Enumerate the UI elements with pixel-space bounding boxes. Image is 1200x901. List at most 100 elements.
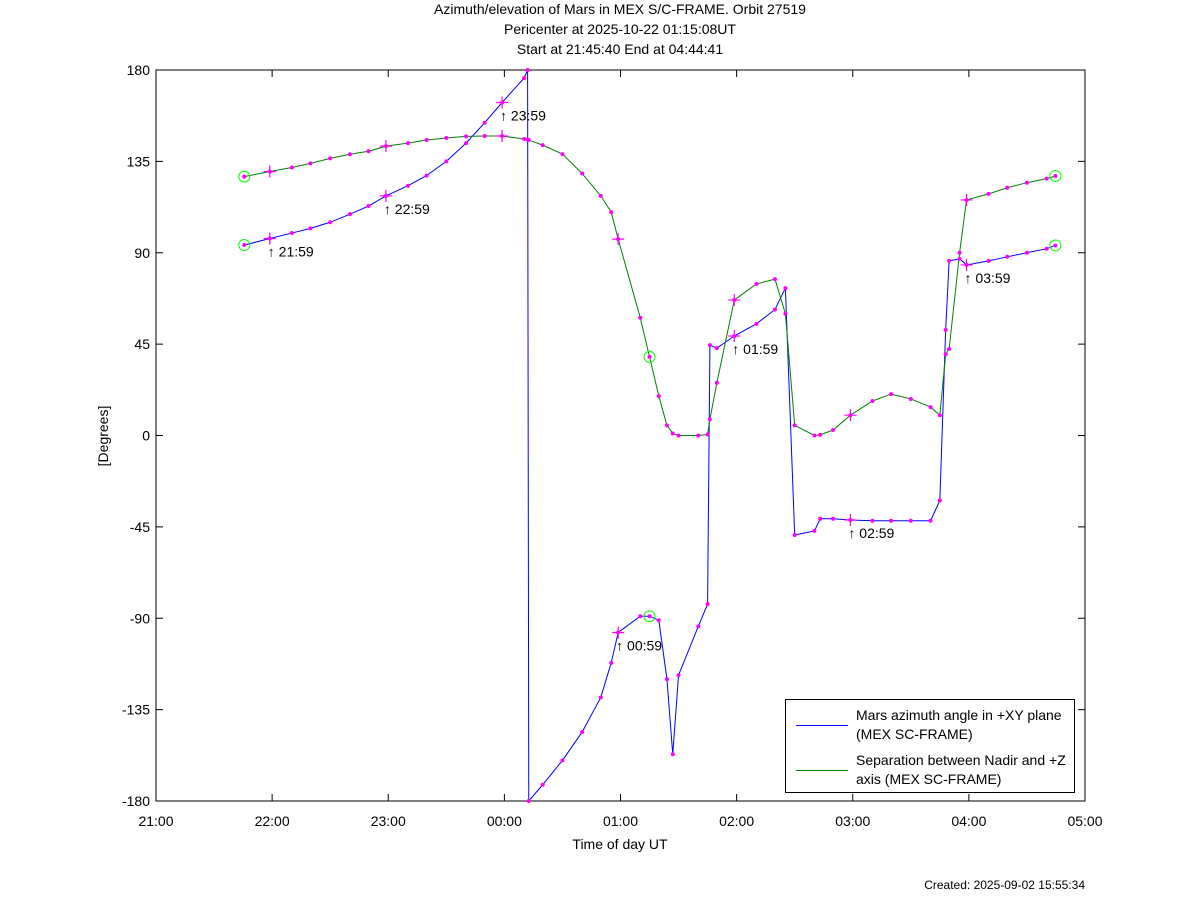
point-marker — [696, 624, 701, 629]
point-marker — [783, 286, 788, 291]
annotation: ↑ 22:59 — [384, 201, 430, 217]
point-marker — [928, 518, 933, 523]
point-marker — [1044, 176, 1049, 181]
chart-subtitle: Pericenter at 2025-10-22 01:15:08UT — [504, 21, 736, 37]
chart-title: Azimuth/elevation of Mars in MEX S/C-FRA… — [434, 1, 806, 17]
point-marker — [308, 226, 313, 231]
point-marker — [560, 758, 565, 763]
point-marker — [609, 210, 614, 215]
hour-marker — [844, 513, 857, 526]
point-marker — [664, 423, 669, 428]
point-marker — [525, 68, 530, 72]
hour-marker — [496, 96, 509, 109]
point-marker — [831, 428, 836, 433]
x-tick-label: 02:00 — [719, 813, 754, 829]
point-marker — [638, 315, 643, 320]
point-marker — [664, 677, 669, 682]
hour-marker — [728, 294, 741, 307]
point-marker — [707, 343, 712, 348]
x-tick-label: 22:00 — [255, 813, 290, 829]
point-marker — [818, 432, 823, 437]
point-marker — [676, 673, 681, 678]
point-marker — [328, 156, 333, 161]
point-marker — [831, 516, 836, 521]
point-marker — [424, 138, 429, 143]
x-tick-label: 03:00 — [835, 813, 870, 829]
x-tick-label: 01:00 — [603, 813, 638, 829]
hour-marker — [263, 232, 276, 245]
point-marker — [366, 149, 371, 154]
point-marker — [772, 307, 777, 312]
point-marker — [405, 141, 410, 146]
point-marker — [1005, 185, 1010, 190]
point-marker — [943, 352, 948, 357]
hour-marker — [844, 409, 857, 422]
y-tick-label: 45 — [134, 336, 150, 352]
x-tick-label: 00:00 — [487, 813, 522, 829]
y-tick-label: -135 — [122, 702, 150, 718]
legend-item: Mars azimuth angle in +XY plane (MEX SC-… — [796, 706, 1066, 744]
point-marker — [405, 183, 410, 188]
y-tick-label: -90 — [130, 610, 150, 626]
point-marker — [540, 782, 545, 787]
y-tick-label: 0 — [142, 428, 150, 444]
point-marker — [656, 618, 661, 623]
hour-marker — [263, 165, 276, 178]
event-marker — [238, 170, 251, 183]
point-marker — [818, 516, 823, 521]
point-marker — [482, 133, 487, 138]
x-tick-label: 04:00 — [951, 813, 986, 829]
point-marker — [289, 165, 294, 170]
point-marker — [638, 614, 643, 619]
point-marker — [560, 152, 565, 157]
point-marker — [647, 614, 652, 619]
point-marker — [328, 220, 333, 225]
point-marker — [783, 311, 788, 316]
point-marker — [464, 134, 469, 139]
event-marker — [643, 350, 656, 363]
point-marker — [424, 173, 429, 178]
point-marker — [772, 277, 777, 282]
hour-marker — [960, 258, 973, 271]
point-marker — [482, 120, 487, 125]
point-marker — [908, 396, 913, 401]
point-marker — [870, 398, 875, 403]
point-marker — [889, 518, 894, 523]
annotation: ↑ 21:59 — [268, 244, 314, 260]
point-marker — [1005, 254, 1010, 259]
point-marker — [1053, 243, 1058, 248]
point-marker — [696, 433, 701, 438]
hour-marker — [379, 140, 392, 153]
point-marker — [580, 729, 585, 734]
point-marker — [526, 799, 531, 803]
event-marker — [643, 610, 656, 623]
point-marker — [986, 258, 991, 263]
point-marker — [464, 141, 469, 146]
point-marker — [366, 204, 371, 209]
point-marker — [754, 282, 759, 287]
point-marker — [714, 380, 719, 385]
legend-swatch — [796, 724, 848, 726]
point-marker — [308, 161, 313, 166]
point-marker — [754, 321, 759, 326]
point-marker — [705, 432, 710, 437]
y-tick-label: 135 — [127, 153, 151, 169]
point-marker — [1053, 173, 1058, 178]
footer: Created: 2025-09-02 15:55:34 — [924, 878, 1085, 892]
point-marker — [526, 138, 531, 143]
plot-frame — [155, 69, 1086, 802]
point-marker — [714, 346, 719, 351]
annotation: ↑ 02:59 — [848, 525, 894, 541]
point-marker — [937, 498, 942, 503]
series-line — [244, 69, 1056, 803]
chart-subtitle: Start at 21:45:40 End at 04:44:41 — [517, 41, 723, 57]
point-marker — [598, 193, 603, 198]
point-marker — [676, 433, 681, 438]
series-line — [244, 135, 1056, 437]
point-marker — [986, 191, 991, 196]
event-marker — [1049, 239, 1062, 252]
y-tick-label: -180 — [122, 793, 150, 809]
point-marker — [957, 250, 962, 255]
point-marker — [1044, 246, 1049, 251]
